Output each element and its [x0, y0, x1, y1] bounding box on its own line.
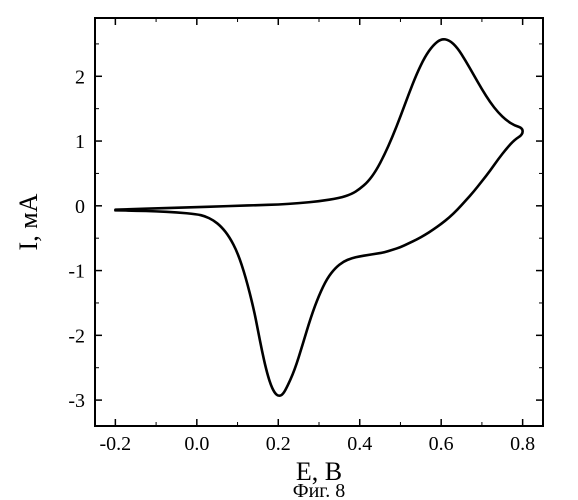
svg-text:1: 1	[75, 131, 85, 153]
svg-text:0.2: 0.2	[266, 433, 291, 455]
svg-text:0.4: 0.4	[347, 433, 372, 455]
svg-text:0.6: 0.6	[429, 433, 454, 455]
svg-text:2: 2	[75, 66, 85, 88]
svg-text:-3: -3	[68, 390, 85, 412]
cv-plot: -0.20.00.20.40.60.8-3-2-1012E, BI, мАФиг…	[0, 0, 578, 500]
svg-text:0: 0	[75, 196, 85, 218]
svg-text:Фиг. 8: Фиг. 8	[293, 480, 345, 500]
figure-container: { "chart": { "type": "line", "background…	[0, 0, 578, 500]
svg-text:0.0: 0.0	[184, 433, 209, 455]
svg-text:-0.2: -0.2	[100, 433, 132, 455]
svg-text:I, мА: I, мА	[14, 193, 43, 250]
svg-text:0.8: 0.8	[510, 433, 535, 455]
svg-text:-2: -2	[68, 325, 85, 347]
svg-text:-1: -1	[68, 261, 85, 283]
